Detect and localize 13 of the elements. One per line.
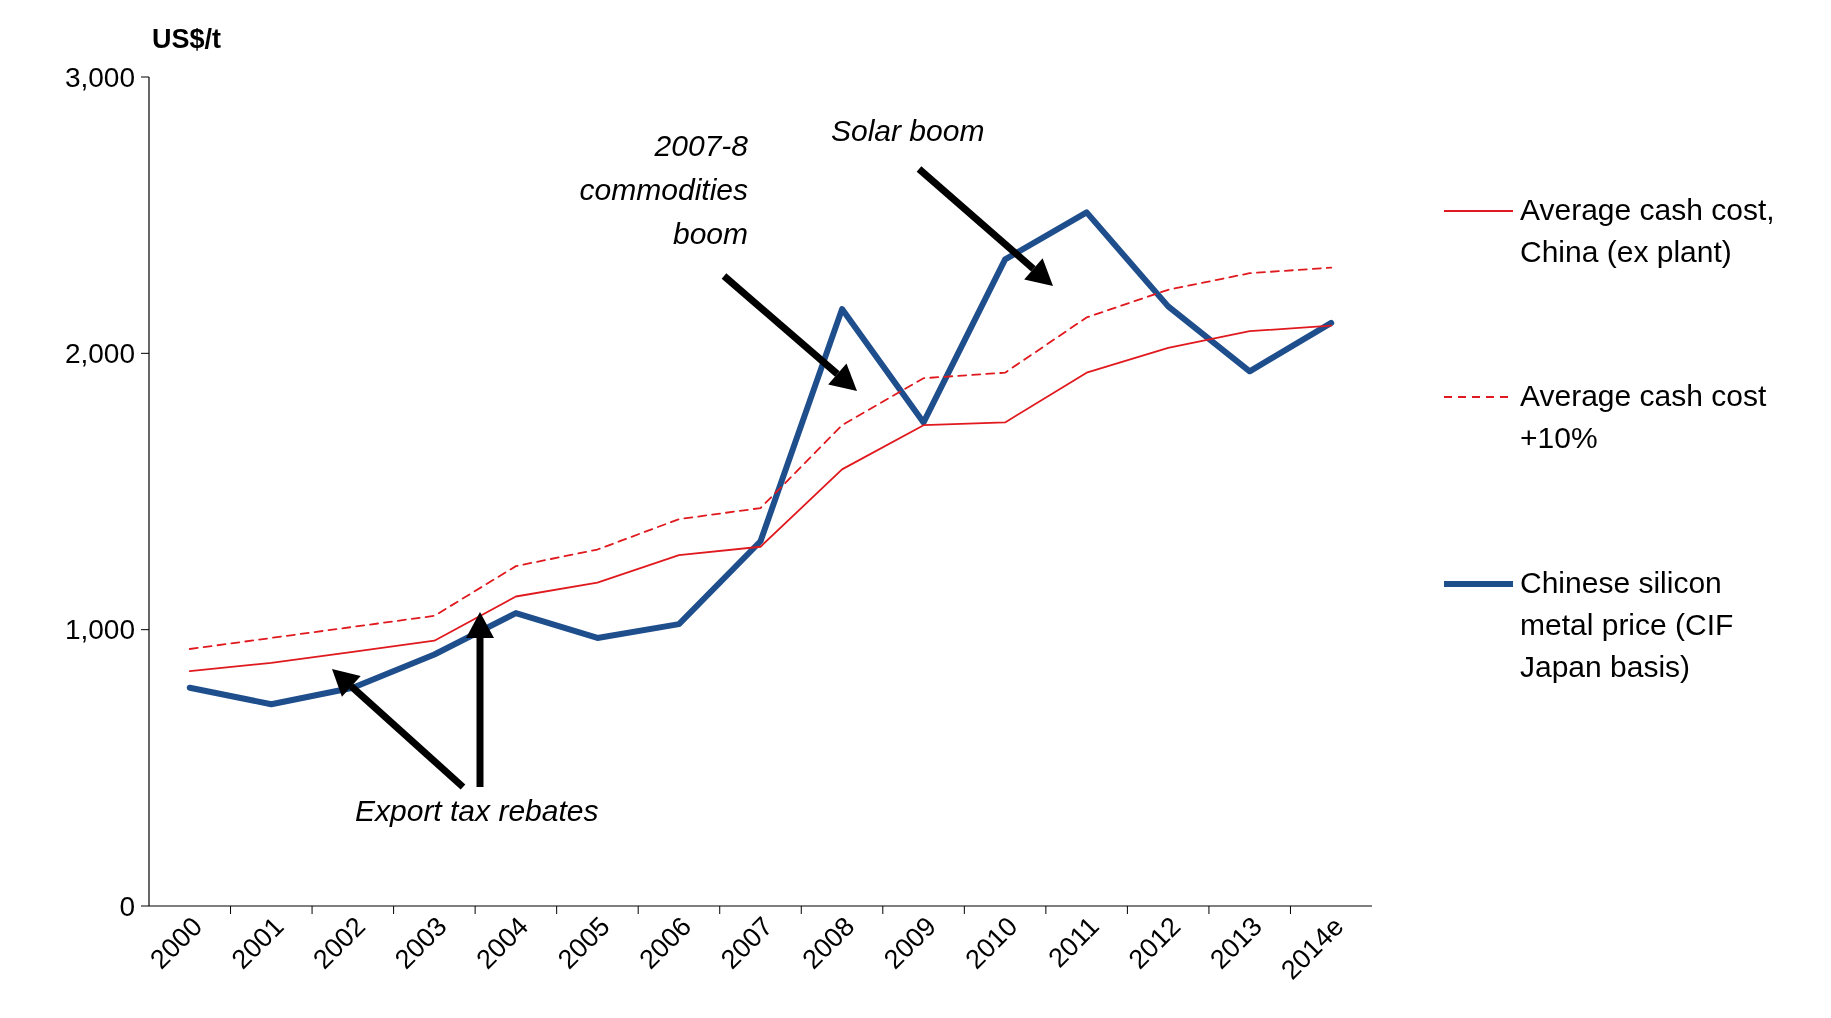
legend-label: Chinese silicon metal price (CIF Japan basis) xyxy=(1520,566,1734,683)
line-series xyxy=(188,324,1333,673)
legend-label: Average cash cost +10% xyxy=(1520,379,1767,454)
legend-label: Average cash cost, China (ex plant) xyxy=(1520,193,1775,268)
annotation: 2007-8 commodities boom xyxy=(579,129,749,250)
y-tick-label: 2,000 xyxy=(64,338,135,370)
y-tick-label: 0 xyxy=(119,890,135,922)
y-axis-title: US$/t xyxy=(152,24,222,54)
y-tick-label: 3,000 xyxy=(64,61,135,93)
line-series xyxy=(188,266,1333,650)
annotation: Solar boom xyxy=(831,114,985,147)
y-tick-label: 1,000 xyxy=(64,614,135,646)
annotation: Export tax rebates xyxy=(355,794,599,827)
